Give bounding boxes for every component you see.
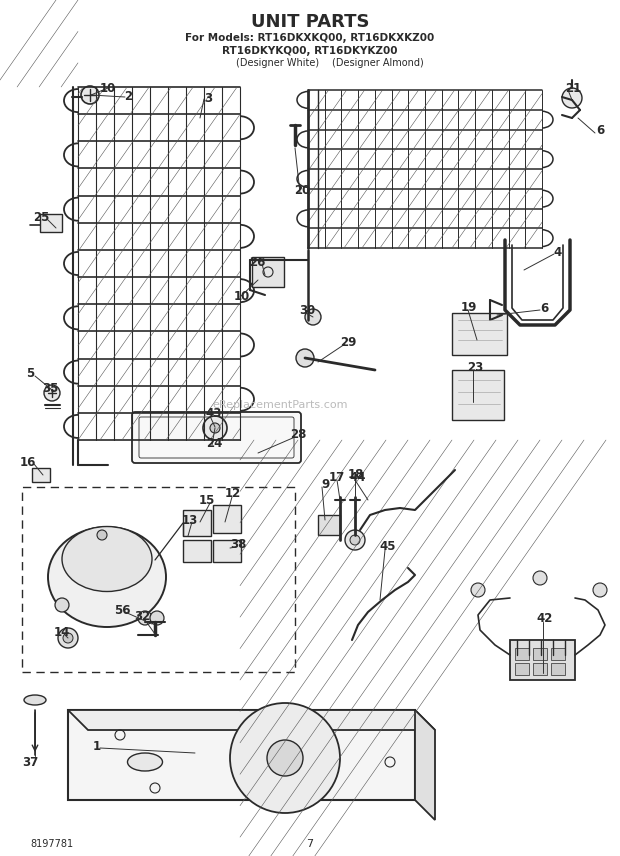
Bar [213, 505, 241, 533]
Bar [318, 515, 340, 535]
Text: 19: 19 [461, 300, 477, 313]
Text: 2: 2 [124, 90, 132, 103]
Circle shape [562, 88, 582, 108]
Text: 26: 26 [249, 255, 265, 269]
Text: 17: 17 [329, 471, 345, 484]
Text: 56: 56 [113, 603, 130, 616]
Text: 44: 44 [350, 471, 366, 484]
Text: For Models: RT16DKXKQ00, RT16DKXKZ00: For Models: RT16DKXKQ00, RT16DKXKZ00 [185, 33, 435, 43]
Text: 42: 42 [537, 611, 553, 625]
Ellipse shape [48, 527, 166, 627]
Text: 7: 7 [306, 839, 314, 849]
Bar [510, 640, 575, 680]
Bar [252, 257, 284, 287]
Circle shape [58, 628, 78, 648]
Text: 23: 23 [467, 360, 483, 373]
Text: 3: 3 [204, 92, 212, 104]
Bar [213, 540, 241, 562]
Circle shape [267, 740, 303, 776]
Bar [551, 663, 565, 675]
Text: 29: 29 [340, 336, 356, 348]
Bar [452, 313, 507, 355]
Text: 13: 13 [182, 514, 198, 526]
Circle shape [150, 611, 164, 625]
Text: 14: 14 [54, 627, 70, 639]
Polygon shape [68, 710, 435, 730]
Bar [533, 663, 547, 675]
Text: 16: 16 [20, 455, 36, 468]
Circle shape [44, 385, 60, 401]
Text: 21: 21 [565, 81, 581, 94]
Text: 1: 1 [93, 740, 101, 752]
Circle shape [81, 86, 99, 104]
Circle shape [55, 598, 69, 612]
Text: 12: 12 [225, 486, 241, 500]
Text: 30: 30 [299, 304, 315, 317]
Bar [183, 510, 211, 536]
Text: (Designer Almond): (Designer Almond) [332, 58, 424, 68]
Ellipse shape [62, 526, 152, 591]
Text: 24: 24 [206, 437, 222, 449]
Text: UNIT PARTS: UNIT PARTS [250, 13, 370, 31]
Text: eReplacementParts.com: eReplacementParts.com [212, 400, 348, 410]
Circle shape [345, 530, 365, 550]
Circle shape [533, 571, 547, 585]
Text: 37: 37 [22, 756, 38, 769]
Bar [515, 663, 529, 675]
Bar [22, 487, 295, 672]
Bar [515, 648, 529, 660]
Circle shape [350, 535, 360, 545]
Bar [551, 648, 565, 660]
Text: 9: 9 [321, 478, 329, 490]
Circle shape [305, 309, 321, 325]
Bar [40, 214, 62, 232]
Text: 15: 15 [199, 494, 215, 507]
Text: 10: 10 [100, 81, 116, 94]
Polygon shape [68, 710, 415, 800]
Text: 25: 25 [33, 211, 49, 223]
Circle shape [210, 423, 220, 433]
Text: 20: 20 [294, 183, 310, 197]
Bar [32, 468, 50, 482]
Text: 5: 5 [26, 366, 34, 379]
Circle shape [138, 611, 152, 625]
FancyBboxPatch shape [132, 412, 301, 463]
Polygon shape [415, 710, 435, 820]
Text: 10: 10 [234, 289, 250, 302]
Circle shape [471, 583, 485, 597]
Circle shape [230, 703, 340, 813]
Ellipse shape [24, 695, 46, 705]
Circle shape [203, 416, 227, 440]
Text: 38: 38 [230, 538, 246, 551]
Text: 32: 32 [134, 610, 150, 623]
Text: 35: 35 [42, 382, 58, 395]
Ellipse shape [128, 753, 162, 771]
Text: 8197781: 8197781 [30, 839, 73, 849]
Text: 18: 18 [348, 467, 364, 480]
Circle shape [97, 530, 107, 540]
Circle shape [63, 633, 73, 643]
Bar [183, 540, 211, 562]
Text: 28: 28 [290, 427, 306, 441]
Text: 6: 6 [596, 123, 604, 136]
Circle shape [296, 349, 314, 367]
Text: 4: 4 [554, 246, 562, 259]
Text: RT16DKYKQ00, RT16DKYKZ00: RT16DKYKQ00, RT16DKYKZ00 [222, 46, 398, 56]
Bar [533, 648, 547, 660]
Circle shape [593, 583, 607, 597]
Text: 45: 45 [379, 540, 396, 554]
Text: (Designer White): (Designer White) [236, 58, 319, 68]
Text: 6: 6 [540, 301, 548, 314]
Text: 43: 43 [206, 407, 222, 419]
Bar [452, 370, 504, 420]
